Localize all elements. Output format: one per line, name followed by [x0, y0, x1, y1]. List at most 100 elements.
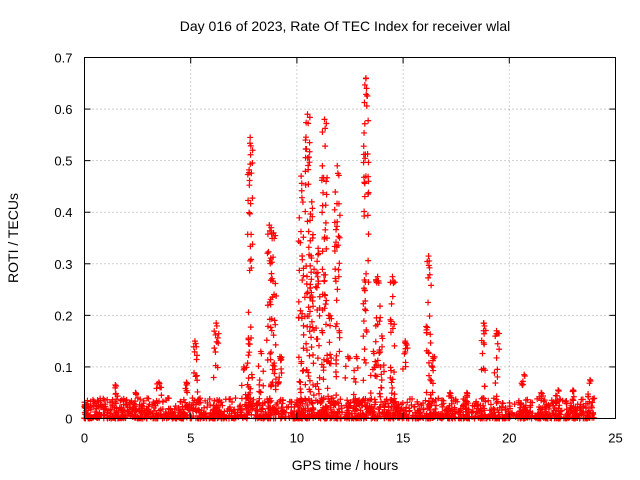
data-point: [478, 337, 485, 344]
data-point: [300, 345, 307, 352]
data-point: [430, 409, 437, 416]
data-point: [196, 407, 203, 414]
x-tick-label: 0: [81, 431, 88, 446]
data-point: [336, 212, 343, 219]
data-point: [361, 287, 368, 294]
data-point: [365, 178, 372, 185]
data-point: [332, 323, 339, 330]
data-point: [315, 245, 322, 252]
data-point: [309, 399, 316, 406]
data-point: [264, 250, 271, 257]
data-point: [165, 395, 172, 402]
data-point: [390, 277, 397, 284]
data-point: [361, 179, 368, 186]
data-point: [224, 407, 231, 414]
data-point: [137, 414, 144, 421]
data-point: [245, 340, 252, 347]
data-point: [499, 411, 506, 418]
data-point: [580, 402, 587, 409]
data-point: [322, 202, 329, 209]
data-point: [332, 189, 339, 196]
data-point: [322, 226, 329, 233]
data-point: [333, 226, 340, 233]
data-point: [316, 312, 323, 319]
data-point: [309, 205, 316, 212]
data-point: [464, 390, 471, 397]
data-point: [372, 322, 379, 329]
data-point: [379, 335, 386, 342]
data-points: [81, 75, 598, 422]
data-point: [448, 400, 455, 407]
data-point: [361, 120, 368, 127]
data-point: [353, 406, 360, 413]
data-point: [232, 395, 239, 402]
data-point: [403, 411, 410, 418]
data-point: [206, 395, 213, 402]
y-axis-ticks: 0 0.1 0.2 0.3 0.4 0.5 0.6 0.7: [54, 51, 616, 427]
data-point: [246, 210, 253, 217]
data-point: [360, 318, 367, 325]
data-point: [156, 380, 163, 387]
data-point: [401, 350, 408, 357]
data-point: [425, 274, 432, 281]
data-point: [502, 406, 509, 413]
data-point: [261, 399, 268, 406]
data-point: [264, 356, 271, 363]
data-point: [336, 329, 343, 336]
data-point: [538, 390, 545, 397]
data-point: [276, 374, 283, 381]
data-point: [321, 116, 328, 123]
data-point: [439, 403, 446, 410]
data-point: [246, 177, 253, 184]
data-point: [296, 267, 303, 274]
data-point: [254, 407, 261, 414]
data-point: [372, 372, 379, 379]
data-point: [277, 355, 284, 362]
data-point: [332, 368, 339, 375]
data-point: [494, 340, 501, 347]
data-point: [305, 304, 312, 311]
data-point: [323, 297, 330, 304]
data-point: [362, 75, 369, 82]
data-point: [377, 303, 384, 310]
data-point: [300, 272, 307, 279]
data-point: [179, 403, 186, 410]
data-point: [211, 328, 218, 335]
data-point: [247, 200, 254, 207]
data-point: [192, 405, 199, 412]
data-point: [425, 401, 432, 408]
data-point: [361, 346, 368, 353]
data-point: [158, 392, 165, 399]
data-point: [545, 406, 552, 413]
data-point: [361, 208, 368, 215]
data-point: [374, 273, 381, 280]
data-point: [363, 103, 370, 110]
data-point: [302, 381, 309, 388]
data-point: [112, 382, 119, 389]
data-point: [306, 352, 313, 359]
data-point: [354, 355, 361, 362]
data-point: [243, 414, 250, 421]
data-point: [337, 396, 344, 403]
data-point: [354, 398, 361, 405]
data-point: [280, 411, 287, 418]
data-point: [305, 228, 312, 235]
data-point: [297, 389, 304, 396]
data-point: [420, 400, 427, 407]
data-point: [184, 380, 191, 387]
data-point: [314, 355, 321, 362]
data-point: [176, 409, 183, 416]
data-point: [586, 410, 593, 417]
data-point: [270, 332, 277, 339]
data-point: [365, 159, 372, 166]
data-point: [288, 399, 295, 406]
data-point: [219, 412, 226, 419]
data-point: [295, 314, 302, 321]
data-point: [306, 159, 313, 166]
data-point: [363, 270, 370, 277]
data-point: [360, 300, 367, 307]
x-tick-label: 15: [396, 431, 410, 446]
data-point: [144, 406, 151, 413]
data-point: [237, 402, 244, 409]
data-point: [342, 374, 349, 381]
